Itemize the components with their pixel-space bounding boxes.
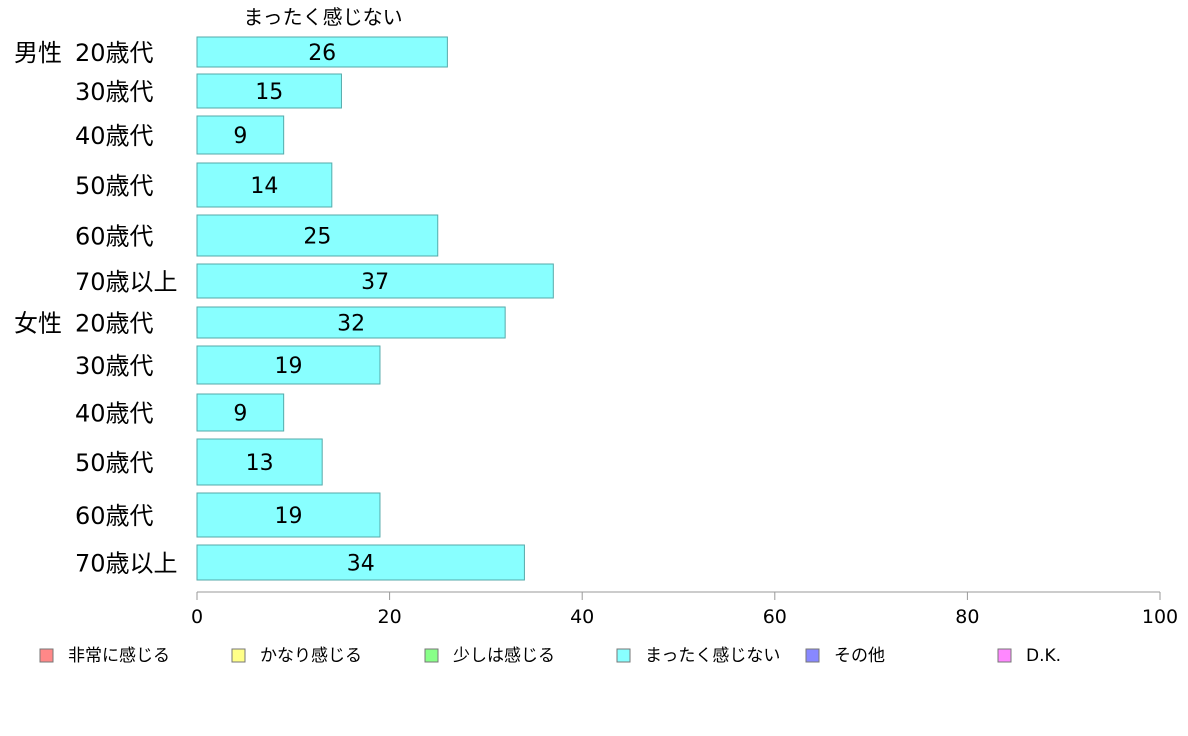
category-label: 30歳代 xyxy=(75,78,154,106)
bar-value-label: 13 xyxy=(246,451,274,476)
bar xyxy=(196,214,439,257)
legend-swatch xyxy=(805,648,820,663)
bar xyxy=(196,36,448,68)
bar xyxy=(196,162,333,208)
category-label: 40歳代 xyxy=(75,122,154,150)
x-tick-label: 40 xyxy=(570,606,594,628)
x-tick-label: 0 xyxy=(191,606,203,628)
series-title: まったく感じない xyxy=(243,5,402,29)
category-label: 20歳代 xyxy=(75,39,154,67)
legend-label: D.K. xyxy=(1026,646,1061,666)
bar-value-label: 32 xyxy=(337,312,365,337)
category-label: 30歳代 xyxy=(75,352,154,380)
bar-value-label: 37 xyxy=(361,270,389,295)
group-label: 女性 xyxy=(14,310,62,338)
legend-label: まったく感じない xyxy=(645,646,780,666)
bars: 2620歳代男性1530歳代940歳代1450歳代2560歳代3770歳以上32… xyxy=(14,36,554,581)
category-label: 50歳代 xyxy=(75,449,154,477)
legend-swatch xyxy=(231,648,246,663)
bar xyxy=(196,115,285,155)
legend: 非常に感じる かなり感じる 少しは感じる まったく感じない その他 D.K. xyxy=(39,646,1061,666)
x-axis: 0 20 40 60 80 100 xyxy=(191,591,1178,628)
group-label: 男性 xyxy=(14,39,62,67)
legend-label: その他 xyxy=(834,646,885,666)
category-label: 40歳代 xyxy=(75,400,154,428)
bar xyxy=(196,345,381,385)
bar xyxy=(196,73,342,109)
category-label: 20歳代 xyxy=(75,310,154,338)
category-label: 60歳代 xyxy=(75,223,154,251)
x-tick-label: 20 xyxy=(378,606,402,628)
bar-value-label: 34 xyxy=(347,552,375,577)
category-label: 70歳以上 xyxy=(75,550,178,578)
bar xyxy=(196,393,285,432)
bar-value-label: 19 xyxy=(274,354,302,379)
legend-swatch xyxy=(616,648,631,663)
bar-value-label: 14 xyxy=(250,174,278,199)
legend-label: かなり感じる xyxy=(260,646,362,666)
bar-value-label: 15 xyxy=(255,80,283,105)
legend-label: 非常に感じる xyxy=(68,646,170,666)
legend-swatch xyxy=(424,648,439,663)
category-label: 50歳代 xyxy=(75,172,154,200)
bar-value-label: 19 xyxy=(274,504,302,529)
category-label: 70歳以上 xyxy=(75,268,178,296)
bar-value-label: 25 xyxy=(303,225,331,250)
x-tick-label: 80 xyxy=(955,606,979,628)
bar xyxy=(196,438,323,486)
legend-label: 少しは感じる xyxy=(453,646,555,666)
category-label: 60歳代 xyxy=(75,502,154,530)
x-tick-label: 100 xyxy=(1142,606,1178,628)
bar-value-label: 9 xyxy=(233,402,247,427)
legend-swatch xyxy=(997,648,1012,663)
bar xyxy=(196,544,525,581)
legend-swatch xyxy=(39,648,54,663)
bar-value-label: 26 xyxy=(308,41,336,66)
x-tick-label: 60 xyxy=(763,606,787,628)
bar xyxy=(196,492,381,538)
bar xyxy=(196,306,506,339)
bar-value-label: 9 xyxy=(233,124,247,149)
bar xyxy=(196,263,554,299)
